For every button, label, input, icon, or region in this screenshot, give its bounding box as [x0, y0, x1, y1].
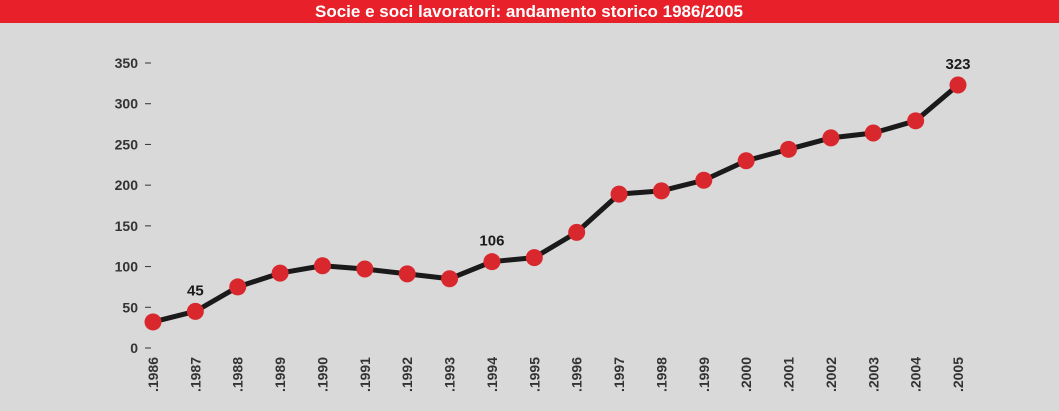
x-tick-label: .1988	[230, 357, 246, 392]
x-tick-label: .2004	[908, 357, 924, 392]
point	[398, 265, 416, 283]
point	[441, 270, 459, 288]
x-tick-label: .1986	[145, 357, 161, 392]
point	[695, 171, 713, 189]
y-tick-label: 350	[115, 55, 139, 71]
x-tick-label: .2003	[865, 357, 881, 392]
point	[313, 257, 331, 275]
y-tick-label: 250	[115, 136, 139, 152]
point	[568, 223, 586, 241]
x-tick-label: .1997	[611, 357, 627, 392]
point	[949, 76, 967, 94]
point	[144, 313, 162, 331]
point	[652, 182, 670, 200]
data-label: 106	[479, 233, 504, 250]
x-tick-label: .1991	[357, 357, 373, 392]
x-tick-label: .2002	[823, 357, 839, 392]
point	[229, 278, 247, 296]
x-tick-label: .1992	[399, 357, 415, 392]
y-tick-label: 100	[115, 259, 139, 275]
title-banner	[0, 0, 1059, 23]
x-tick-label: .1989	[272, 357, 288, 392]
point	[610, 185, 628, 203]
y-tick-label: 300	[115, 96, 139, 112]
point	[864, 124, 882, 142]
point	[525, 249, 543, 267]
x-tick-label: .1996	[569, 357, 585, 392]
y-tick-label: 0	[130, 340, 138, 356]
x-tick-label: .1998	[653, 357, 669, 392]
y-tick-label: 50	[122, 299, 138, 315]
point	[356, 260, 374, 278]
point	[186, 302, 204, 320]
x-tick-label: .1994	[484, 357, 500, 392]
point	[271, 264, 289, 282]
x-tick-label: .1995	[526, 357, 542, 392]
point	[780, 140, 798, 158]
x-tick-label: .1993	[442, 357, 458, 392]
y-tick-label: 150	[115, 218, 139, 234]
data-label: 323	[945, 56, 970, 73]
x-tick-label: .1999	[696, 357, 712, 392]
x-tick-label: .2005	[950, 357, 966, 392]
point	[737, 152, 755, 170]
x-tick-label: .1990	[314, 357, 330, 392]
point	[483, 253, 501, 271]
y-tick-label: 200	[115, 177, 139, 193]
chart-title: Socie e soci lavoratori: andamento stori…	[315, 2, 743, 21]
x-tick-label: .2001	[781, 357, 797, 392]
x-tick-label: .1987	[187, 357, 203, 392]
point	[907, 112, 925, 130]
point	[822, 129, 840, 147]
data-label: 45	[187, 282, 204, 299]
x-tick-label: .2000	[738, 357, 754, 392]
